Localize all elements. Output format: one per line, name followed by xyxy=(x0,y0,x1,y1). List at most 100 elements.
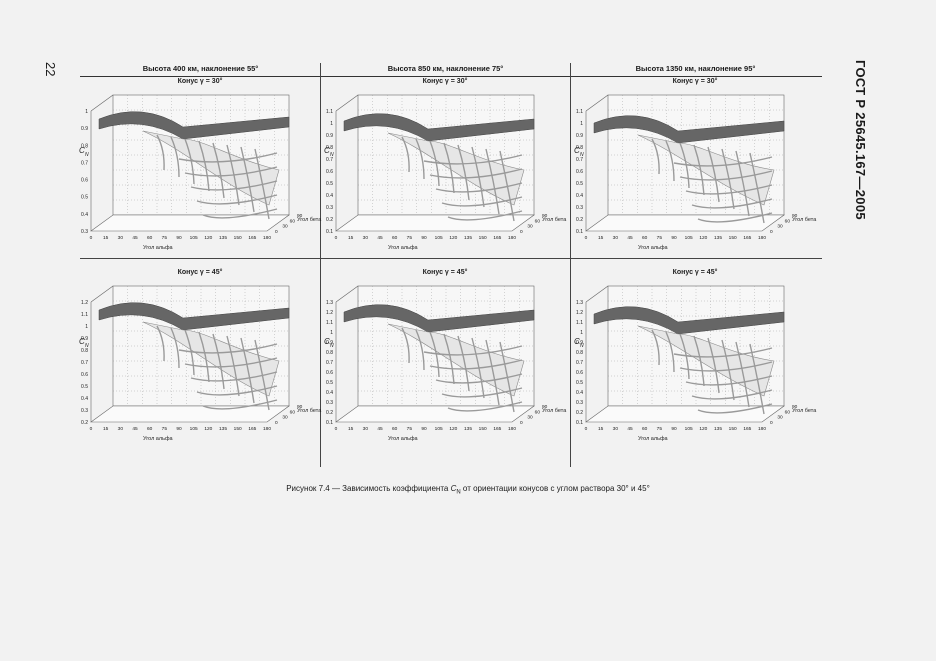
plot-top-edge xyxy=(90,94,114,112)
beta-tick-label: 60 xyxy=(290,218,296,224)
alpha-tick-label: 105 xyxy=(190,426,198,432)
surface-mesh-line xyxy=(707,337,720,394)
surface-mesh-line xyxy=(679,170,773,181)
chart-panel-1: Конус γ = 30° 1 0.9 0.8 0.7 0.6 0.5 0.4 0.3 C N 0 15… xyxy=(77,75,324,255)
plot-floor xyxy=(585,405,785,423)
y-tick-label: 0.3 xyxy=(326,400,333,406)
alpha-tick-label: 60 xyxy=(392,235,398,241)
surface-mesh-line xyxy=(707,146,720,203)
chart-svg: Конус γ = 30° 1 0.9 0.8 0.7 0.6 0.5 0.4 0.3 C N 0 15… xyxy=(79,77,322,251)
alpha-tick-label: 120 xyxy=(204,426,212,432)
alpha-tick-label: 150 xyxy=(479,426,487,432)
chart-svg: Конус γ = 30° 1.1 1 0.9 0.8 0.7 0.6 0.5 0.4 0.3 0.… xyxy=(574,77,817,251)
y-tick-label: 1.3 xyxy=(576,300,583,306)
y-axis-label: C xyxy=(324,337,330,346)
y-tick-label: 0.8 xyxy=(81,348,88,354)
surface-mesh-line xyxy=(156,134,165,171)
y-tick-label: 0.1 xyxy=(576,420,583,426)
y-axis-label: C xyxy=(574,146,580,155)
alpha-tick-label: 135 xyxy=(464,426,472,432)
surface-mesh-line xyxy=(735,150,750,217)
beta-tick-label: 90 xyxy=(792,404,798,410)
surface-mesh-line xyxy=(240,146,255,213)
alpha-tick-label: 60 xyxy=(642,235,648,241)
beta-axis-label: Угол бета xyxy=(297,408,322,414)
alpha-axis-label: Угол альфа xyxy=(638,436,668,442)
surface-mesh-line xyxy=(435,182,523,193)
alpha-tick-label: 150 xyxy=(479,235,487,241)
alpha-tick-label: 0 xyxy=(90,426,93,432)
beta-axis-label: Угол бета xyxy=(792,408,817,414)
alpha-tick-label: 75 xyxy=(407,235,413,241)
alpha-tick-label: 75 xyxy=(657,426,663,432)
y-tick-label: 0.4 xyxy=(326,390,333,396)
y-tick-label: 1.1 xyxy=(326,320,333,326)
alpha-tick-label: 180 xyxy=(508,235,516,241)
surface-mesh-line xyxy=(212,333,225,390)
y-axis-label-subscript: N xyxy=(330,152,334,158)
y-axis-label-subscript: N xyxy=(85,152,89,158)
plot-top-edge xyxy=(585,285,609,303)
surface-mesh-line xyxy=(198,140,210,192)
surface-mesh-line xyxy=(665,140,675,182)
alpha-tick-label: 180 xyxy=(758,235,766,241)
y-tick-label: 0.8 xyxy=(576,350,583,356)
y-tick-label: 0.6 xyxy=(326,370,333,376)
alpha-tick-label: 150 xyxy=(234,426,242,432)
y-axis-label-subscript: N xyxy=(85,343,89,349)
y-axis-label-subscript: N xyxy=(580,152,584,158)
surface-mesh-line xyxy=(178,343,278,354)
y-tick-label: 0.7 xyxy=(576,157,583,163)
alpha-tick-label: 90 xyxy=(421,426,427,432)
surface-mesh-line xyxy=(697,403,773,414)
surface-mesh-line xyxy=(156,325,165,362)
beta-axis-label: Угол бета xyxy=(792,217,817,223)
alpha-axis-label: Угол альфа xyxy=(638,245,668,251)
y-tick-label: 1 xyxy=(85,109,88,115)
y-tick-label: 1 xyxy=(85,324,88,330)
column-heading-2: Высота 850 км, наклонение 75° xyxy=(387,64,504,73)
alpha-tick-label: 15 xyxy=(348,235,354,241)
panel-title: Конус γ = 30° xyxy=(178,77,223,85)
surface-mesh-line xyxy=(693,144,705,196)
surface-plateau xyxy=(343,304,535,333)
beta-tick-label: 90 xyxy=(542,404,548,410)
alpha-tick-label: 135 xyxy=(219,426,227,432)
surface-plateau xyxy=(98,302,290,331)
surface-mesh-line xyxy=(691,389,773,400)
surface-plateau xyxy=(343,113,535,142)
chart-svg: Конус γ = 45° 1.2 1.1 1 0.9 0.8 0.7 0.6 0.5 0.4 0.… xyxy=(79,268,322,442)
y-tick-label: 0.1 xyxy=(576,229,583,235)
beta-tick-label: 90 xyxy=(297,404,303,410)
beta-tick-label: 90 xyxy=(542,213,548,219)
surface-mesh-line xyxy=(735,341,750,408)
surface-mesh-line xyxy=(673,156,773,167)
alpha-axis-label: Угол альфа xyxy=(388,436,418,442)
alpha-tick-label: 105 xyxy=(685,426,693,432)
y-tick-label: 0.2 xyxy=(326,217,333,223)
y-tick-label: 0.5 xyxy=(576,181,583,187)
alpha-tick-label: 15 xyxy=(598,235,604,241)
y-tick-label: 0.3 xyxy=(81,229,88,235)
y-tick-label: 0.9 xyxy=(326,340,333,346)
beta-tick-label: 0 xyxy=(520,229,523,235)
y-tick-label: 0.7 xyxy=(326,360,333,366)
beta-tick-label: 0 xyxy=(770,229,773,235)
beta-tick-label: 60 xyxy=(535,409,541,415)
y-tick-label: 0.9 xyxy=(576,133,583,139)
alpha-tick-label: 165 xyxy=(493,426,501,432)
y-tick-label: 1 xyxy=(330,330,333,336)
surface-mesh-line xyxy=(184,357,278,368)
alpha-tick-label: 0 xyxy=(335,426,338,432)
alpha-tick-label: 105 xyxy=(190,235,198,241)
surface-mesh-line xyxy=(415,329,425,371)
surface-mesh-line xyxy=(485,148,500,215)
surface-mesh-line xyxy=(685,184,773,195)
y-tick-label: 0.9 xyxy=(81,126,88,132)
y-axis-label: C xyxy=(574,337,580,346)
alpha-tick-label: 0 xyxy=(90,235,93,241)
alpha-tick-label: 15 xyxy=(598,426,604,432)
surface-mesh-line xyxy=(651,138,660,175)
surface-mesh-line xyxy=(441,196,523,207)
alpha-tick-label: 165 xyxy=(248,235,256,241)
